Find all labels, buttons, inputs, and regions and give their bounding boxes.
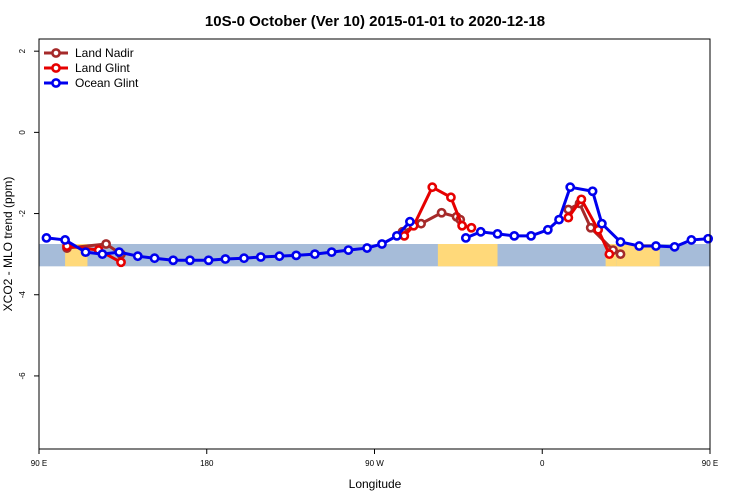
y-tick-label: 2 xyxy=(18,48,27,53)
ocean-glint-point xyxy=(544,226,551,233)
land-glint-point xyxy=(565,214,572,221)
land-glint-point xyxy=(606,251,613,258)
ocean-glint-point xyxy=(345,246,352,253)
y-tick-label: 0 xyxy=(18,130,27,135)
ocean-glint-point xyxy=(511,232,518,239)
land-glint-point xyxy=(578,196,585,203)
ocean-glint-point xyxy=(257,253,264,260)
land-glint-point xyxy=(468,224,475,231)
ocean-glint-point xyxy=(652,242,659,249)
ocean-glint-point xyxy=(240,255,247,262)
ocean-glint-point xyxy=(43,234,50,241)
ocean-glint-point xyxy=(293,252,300,259)
ocean-glint-point xyxy=(328,249,335,256)
ocean-glint-point xyxy=(527,232,534,239)
y-tick-label: -4 xyxy=(18,291,27,299)
ocean-glint-point xyxy=(205,257,212,264)
y-tick-label: -6 xyxy=(18,372,27,380)
ocean-glint-point xyxy=(567,184,574,191)
land-segment xyxy=(438,244,498,266)
land-nadir-point xyxy=(617,251,624,258)
y-axis-label: XCO2 - MLO trend (ppm) xyxy=(1,177,15,312)
ocean-glint-point xyxy=(186,257,193,264)
land-glint-point xyxy=(459,222,466,229)
land-nadir-legend-label: Land Nadir xyxy=(75,46,134,60)
ocean-glint-point xyxy=(82,249,89,256)
ocean-glint-point xyxy=(555,216,562,223)
ocean-glint-point xyxy=(151,255,158,262)
ocean-glint-point xyxy=(222,255,229,262)
ocean-glint-point xyxy=(705,235,712,242)
land-glint-legend-marker xyxy=(52,64,59,71)
x-tick-label: 90 W xyxy=(365,459,384,468)
ocean-glint-point xyxy=(170,257,177,264)
x-tick-label: 90 E xyxy=(31,459,47,468)
ocean-glint-point xyxy=(134,253,141,260)
ocean-glint-point xyxy=(494,230,501,237)
land-nadir-legend-marker xyxy=(52,49,59,56)
ocean-glint-legend-marker xyxy=(52,79,59,86)
y-tick-label: -2 xyxy=(18,209,27,217)
ocean-glint-point xyxy=(99,251,106,258)
ocean-glint-point xyxy=(393,232,400,239)
land-glint-point xyxy=(447,194,454,201)
land-nadir-point xyxy=(587,224,594,231)
ocean-glint-legend-label: Ocean Glint xyxy=(75,76,139,90)
ocean-glint-point xyxy=(378,240,385,247)
land-nadir-point xyxy=(417,220,424,227)
ocean-glint-point xyxy=(462,234,469,241)
land-glint-point xyxy=(401,232,408,239)
land-glint-point xyxy=(429,184,436,191)
ocean-glint-point xyxy=(636,242,643,249)
x-axis-label: Longitude xyxy=(349,477,402,491)
x-tick-label: 180 xyxy=(200,459,214,468)
x-tick-label: 0 xyxy=(540,459,545,468)
ocean-glint-point xyxy=(276,253,283,260)
chart: 10S-0 October (Ver 10) 2015-01-01 to 202… xyxy=(0,0,750,500)
land-glint-legend-label: Land Glint xyxy=(75,61,130,75)
ocean-glint-point xyxy=(598,220,605,227)
ocean-glint-point xyxy=(589,188,596,195)
ocean-glint-point xyxy=(406,218,413,225)
ocean-glint-point xyxy=(688,236,695,243)
land-glint-point xyxy=(117,259,124,266)
land-nadir-point xyxy=(103,240,110,247)
land-nadir-point xyxy=(438,209,445,216)
x-tick-label: 90 E xyxy=(702,459,718,468)
ocean-glint-point xyxy=(477,228,484,235)
ocean-glint-point xyxy=(363,244,370,251)
ocean-glint-point xyxy=(311,251,318,258)
ocean-glint-point xyxy=(116,249,123,256)
ocean-glint-point xyxy=(61,236,68,243)
ocean-glint-point xyxy=(671,243,678,250)
chart-title: 10S-0 October (Ver 10) 2015-01-01 to 202… xyxy=(205,13,545,30)
ocean-glint-point xyxy=(617,238,624,245)
